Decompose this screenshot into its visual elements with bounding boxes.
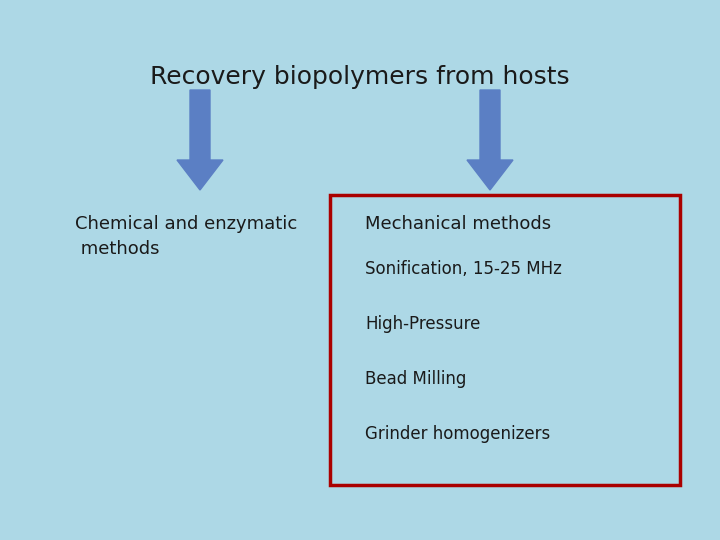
Text: High-Pressure: High-Pressure (365, 315, 480, 333)
Polygon shape (177, 90, 223, 190)
Text: Mechanical methods: Mechanical methods (365, 215, 551, 233)
Text: Recovery biopolymers from hosts: Recovery biopolymers from hosts (150, 65, 570, 89)
Text: Sonification, 15-25 MHz: Sonification, 15-25 MHz (365, 260, 562, 278)
Text: Chemical and enzymatic
 methods: Chemical and enzymatic methods (75, 215, 297, 258)
Bar (330, 195, 680, 485)
Polygon shape (467, 90, 513, 190)
Text: Grinder homogenizers: Grinder homogenizers (365, 425, 550, 443)
Text: Bead Milling: Bead Milling (365, 370, 467, 388)
